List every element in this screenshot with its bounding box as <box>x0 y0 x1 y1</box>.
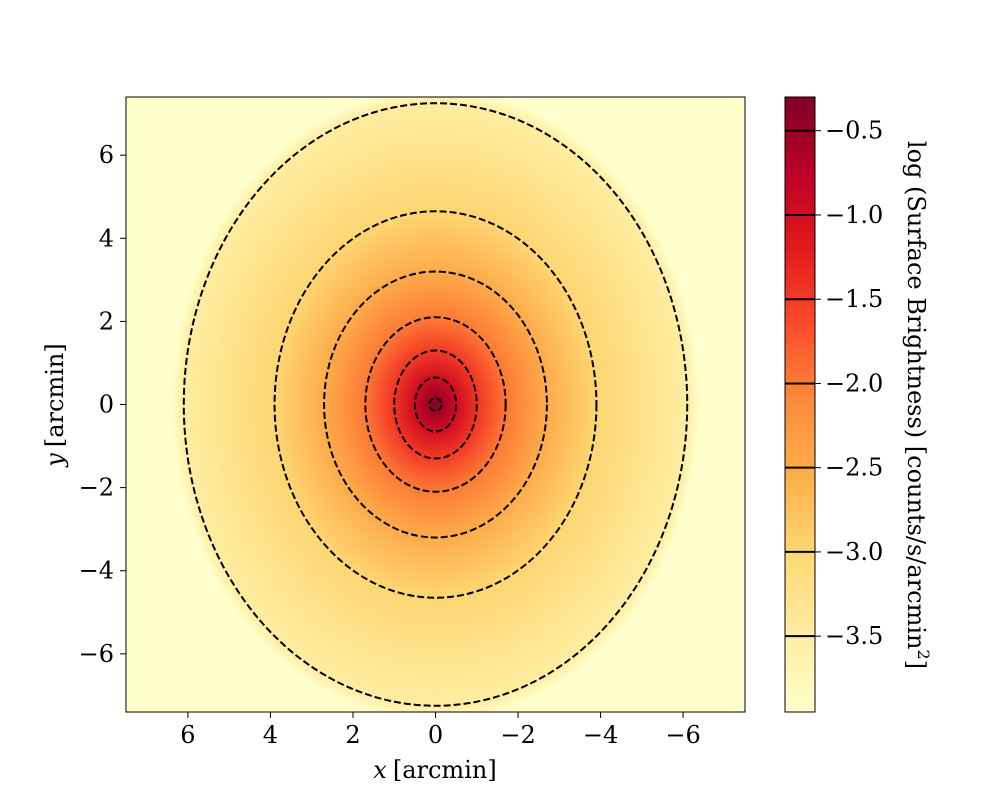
colorbar-tick-label: −3.5 <box>825 622 883 650</box>
heatmap-surface <box>171 97 700 712</box>
x-tick-label: 0 <box>428 721 443 749</box>
colorbar: −3.5 −3.0 −2.5 −2.0 −1.5 −1.0 −0.5 log (Surfac… <box>784 96 933 713</box>
x-tick-label: −6 <box>665 721 700 749</box>
colorbar-tick-label: −1.0 <box>825 201 883 229</box>
colorbar-tick-label: −0.5 <box>825 117 883 145</box>
colorbar-fill <box>785 97 815 712</box>
x-tick-label: 4 <box>263 721 278 749</box>
contour-line <box>393 349 478 460</box>
x-axis-ticks: 6 4 2 0 −2 −4 −6 <box>180 712 701 749</box>
contour-line <box>323 270 548 539</box>
contour-line <box>273 210 598 599</box>
colorbar-tick-label: −2.5 <box>825 454 883 482</box>
colorbar-tick-label: −1.5 <box>825 285 883 313</box>
contour-line <box>413 376 458 433</box>
x-tick-label: 6 <box>180 721 195 749</box>
contour-line <box>428 397 443 412</box>
y-axis-ticks: −6 −4 −2 0 2 4 6 <box>79 141 126 668</box>
y-tick-label: 6 <box>99 141 114 169</box>
colorbar-tick-label: −3.0 <box>825 538 883 566</box>
colorbar-tick-label: −2.0 <box>825 369 883 397</box>
y-tick-label: 0 <box>99 391 114 419</box>
y-tick-label: 2 <box>99 307 114 335</box>
contour-line <box>182 102 689 707</box>
colorbar-contour-levels <box>785 129 815 638</box>
y-axis-label: y[arcmin] <box>41 343 69 467</box>
y-tick-label: −6 <box>79 640 114 668</box>
x-tick-label: −4 <box>583 721 618 749</box>
x-tick-label: 2 <box>345 721 360 749</box>
colorbar-frame <box>784 96 816 713</box>
x-tick-label: −2 <box>500 721 535 749</box>
x-axis-label: x [arcmin] <box>373 756 496 784</box>
y-tick-label: −4 <box>79 557 114 585</box>
y-tick-label: −2 <box>79 474 114 502</box>
colorbar-ticks: −3.5 −3.0 −2.5 −2.0 −1.5 −1.0 −0.5 <box>815 117 883 650</box>
colorbar-label: log (Surface Brightness) [counts/s/arcmi… <box>902 141 933 669</box>
contour-lines <box>182 102 689 707</box>
y-tick-label: 4 <box>99 224 114 252</box>
contour-line <box>364 316 507 493</box>
plot-area <box>125 96 746 713</box>
